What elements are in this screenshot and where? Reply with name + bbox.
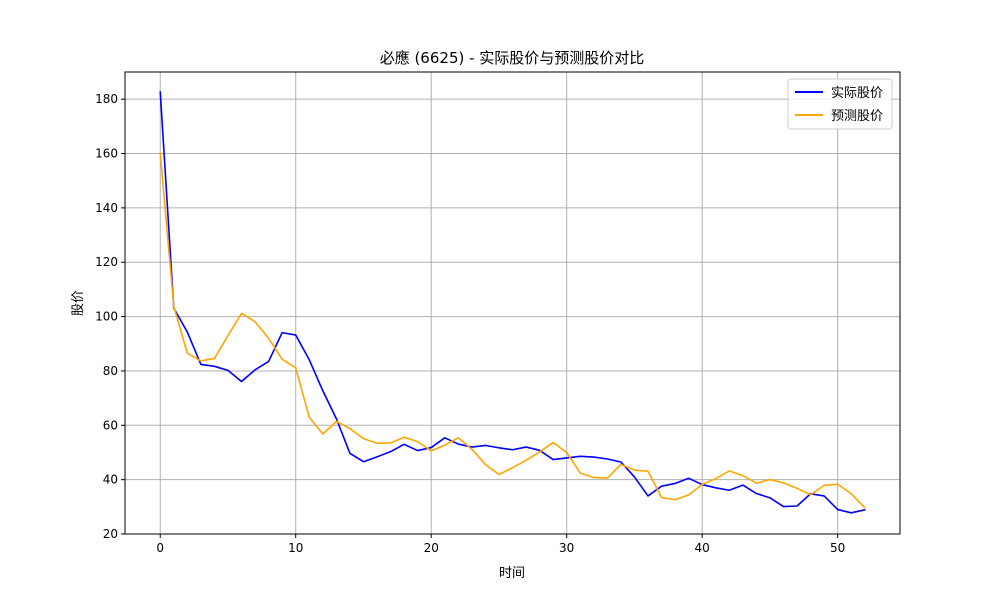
y-tick-label: 180 <box>95 92 118 106</box>
x-tick-label: 0 <box>156 541 164 555</box>
predicted-price-line <box>159 152 866 509</box>
actual-price-line <box>159 91 866 514</box>
x-tick-label: 50 <box>830 541 845 555</box>
x-tick-label: 10 <box>288 541 303 555</box>
ticks: 0 10 20 30 40 50 20 40 60 80 100 120 140 160 180 <box>95 92 845 555</box>
x-tick-label: 20 <box>424 541 439 555</box>
x-tick-label: 30 <box>559 541 574 555</box>
plot-frame <box>124 71 901 535</box>
x-tick-label: 40 <box>695 541 710 555</box>
y-tick-label: 60 <box>103 418 118 432</box>
y-tick-label: 140 <box>95 201 118 215</box>
y-tick-label: 20 <box>103 527 118 541</box>
y-tick-label: 80 <box>103 364 118 378</box>
x-axis-title: 时间 <box>499 566 525 581</box>
legend-label-actual: 实际股价 <box>831 86 883 101</box>
y-tick-label: 100 <box>95 310 118 324</box>
y-tick-label: 160 <box>95 147 118 161</box>
legend-label-predicted: 预测股价 <box>831 109 883 124</box>
series-layer <box>159 91 866 514</box>
grid <box>125 72 900 535</box>
chart-title: 必應 (6625) - 实际股价与预测股价对比 <box>380 49 645 67</box>
y-tick-label: 120 <box>95 255 118 269</box>
legend: 实际股价 预测股价 <box>787 78 893 130</box>
y-axis-title: 股价 <box>71 290 86 316</box>
y-tick-label: 40 <box>103 473 118 487</box>
